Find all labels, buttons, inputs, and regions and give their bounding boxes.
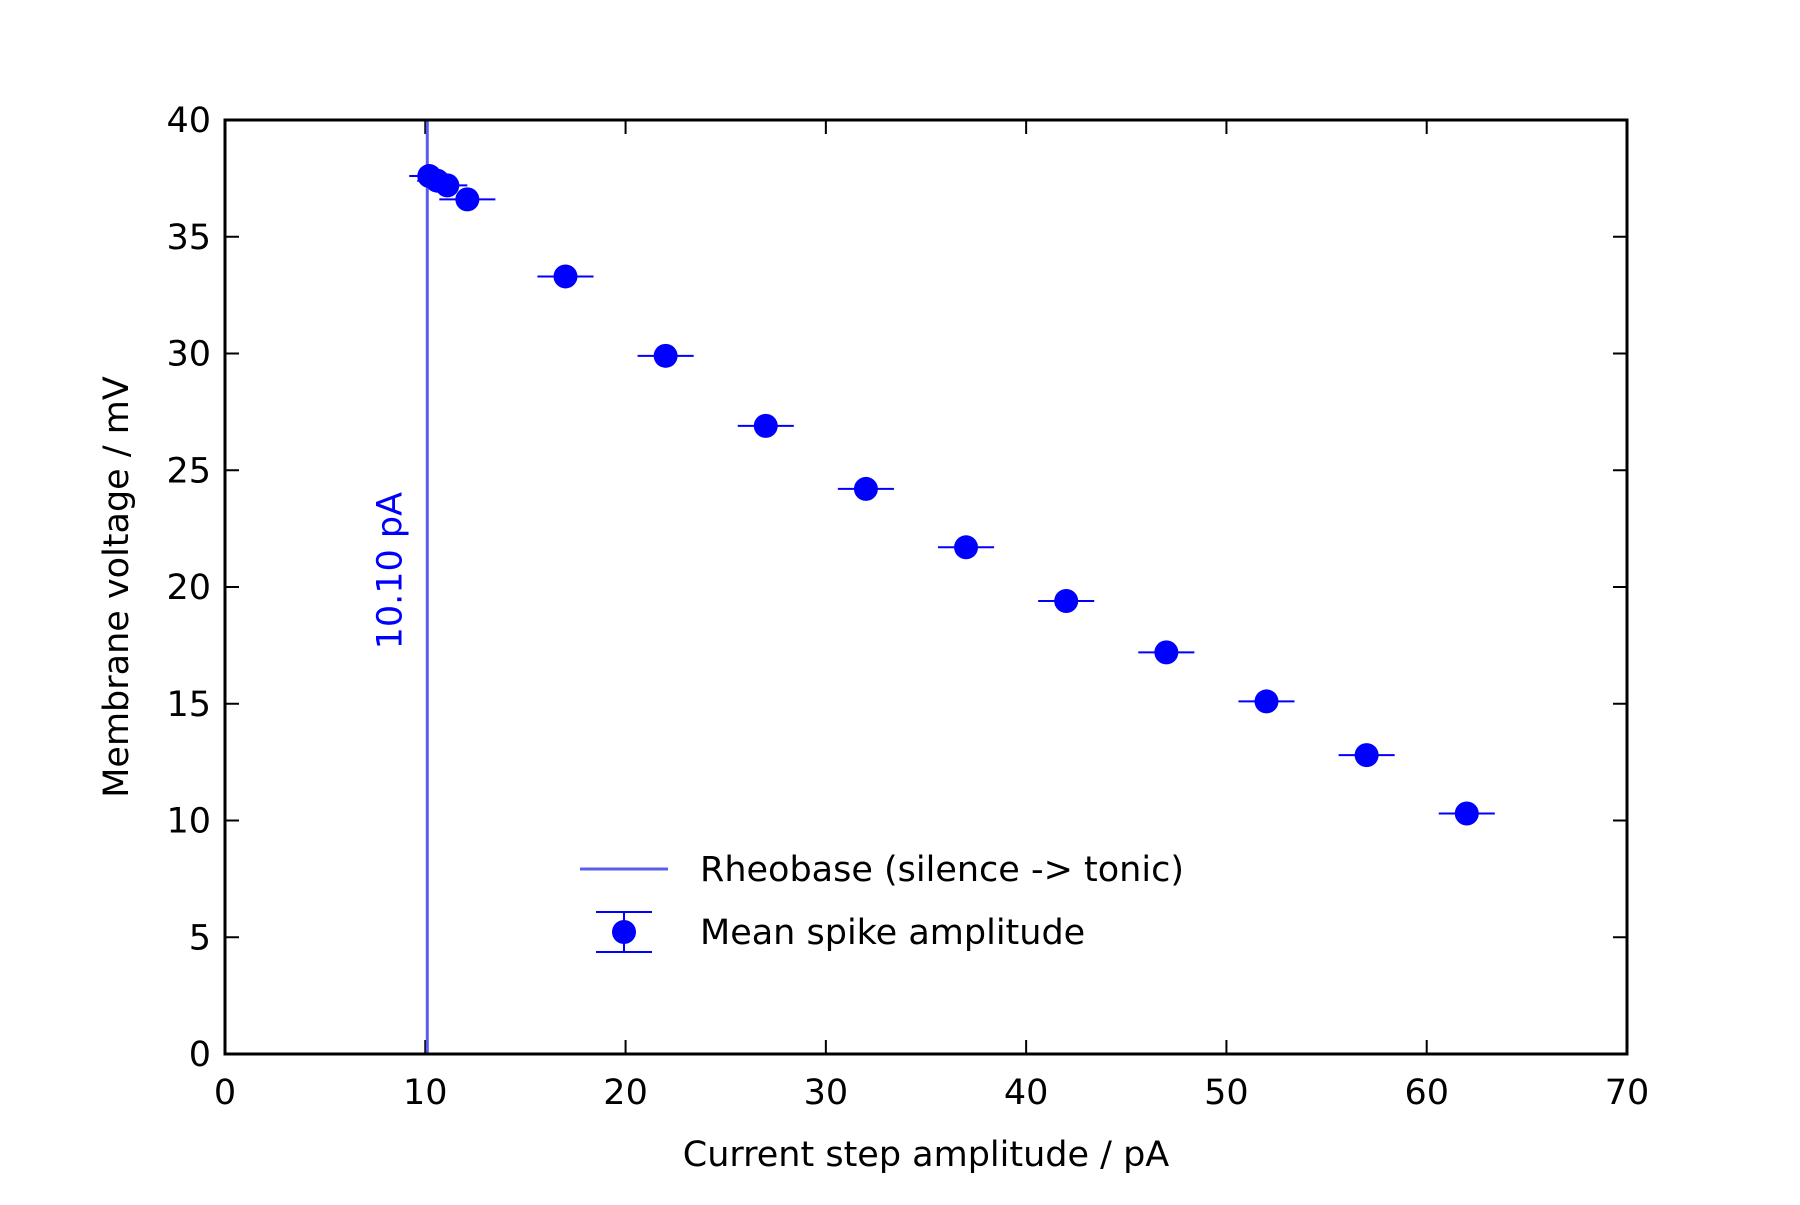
legend-label-mean: Mean spike amplitude [700,913,1085,953]
x-tick-label: 20 [603,1073,648,1113]
data-point [537,264,594,289]
y-tick-label: 10 [166,802,211,842]
point-marker [455,187,480,212]
y-tick-label: 5 [189,918,211,958]
tick-labels-layer: 0 10 20 30 40 50 60 70 0 5 10 15 20 25 30 35 40 [166,101,1649,1113]
x-tick-label: 0 [214,1073,236,1113]
data-points-layer [409,164,1495,826]
point-marker [553,264,578,289]
x-tick-label: 50 [1204,1073,1249,1113]
x-tick-label: 10 [403,1073,448,1113]
point-marker [435,173,460,198]
rheobase-annotation: 10.10 pA [370,492,410,650]
y-tick-label: 15 [166,685,211,725]
point-marker [1154,640,1179,665]
point-marker [853,476,878,501]
plot-frame [223,118,1629,1056]
data-point [1038,589,1095,614]
data-point [1338,743,1395,768]
point-marker [1254,689,1279,714]
y-tick-label: 0 [189,1035,211,1075]
x-axis-label: Current step amplitude / pA [683,1135,1170,1175]
data-point [1438,801,1495,826]
data-point [439,187,496,212]
data-point [1138,640,1195,665]
point-marker [954,535,979,560]
data-point [737,413,794,438]
y-tick-label: 40 [166,101,211,141]
legend-label-rheobase: Rheobase (silence -> tonic) [700,850,1184,890]
x-tick-label: 60 [1404,1073,1449,1113]
point-marker [653,343,678,368]
y-tick-label: 25 [166,451,211,491]
legend-marker-dot [612,920,636,944]
y-tick-label: 35 [166,218,211,258]
data-point [837,476,894,501]
y-tick-label: 30 [166,335,211,375]
legend-marker-swatch [596,911,652,953]
x-tick-label: 30 [804,1073,849,1113]
data-point [938,535,995,560]
data-point [1238,689,1295,714]
legend: Rheobase (silence -> tonic) Mean spike a… [580,850,1184,953]
y-tick-label: 20 [166,568,211,608]
x-tick-label: 70 [1605,1073,1650,1113]
point-marker [753,413,778,438]
point-marker [1054,589,1079,614]
x-tick-label: 40 [1004,1073,1049,1113]
y-axis-label: Membrane voltage / mV [97,376,137,798]
data-point [637,343,694,368]
point-marker [1354,743,1379,768]
data-point [427,173,468,198]
point-marker [1454,801,1479,826]
